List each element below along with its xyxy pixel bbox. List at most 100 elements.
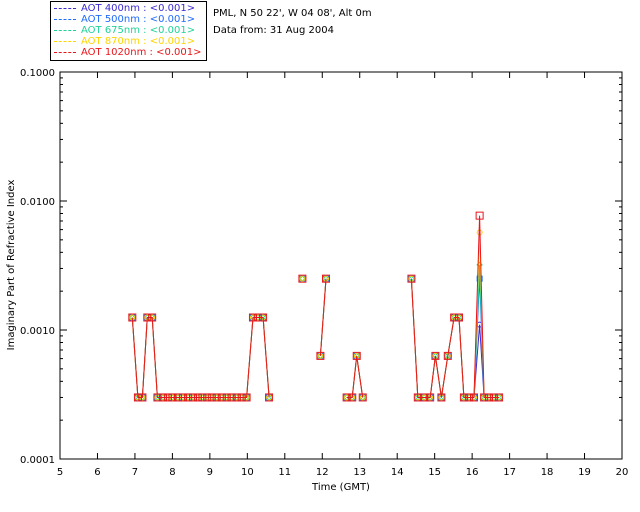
data-point (153, 393, 162, 402)
y-tick-label: 0.0010 (20, 326, 55, 337)
legend-swatch (54, 18, 76, 20)
series-line (319, 278, 327, 356)
data-point (437, 393, 446, 402)
legend-label: AOT 870nm : <0.001> (81, 36, 196, 47)
series-5 (128, 211, 504, 402)
data-point (227, 393, 236, 402)
data-point (443, 351, 452, 360)
legend-item: AOT 870nm : <0.001> (54, 36, 195, 48)
data-point (143, 313, 152, 322)
data-point (358, 393, 367, 402)
x-tick-label: 6 (94, 467, 100, 478)
data-point (431, 351, 440, 360)
x-tick-label: 7 (132, 467, 138, 478)
data-point (413, 393, 422, 402)
series-line (131, 317, 270, 398)
series-line (410, 215, 500, 398)
data-point (265, 393, 274, 402)
data-point (475, 211, 484, 220)
x-tick-label: 8 (169, 467, 175, 478)
x-tick-label: 20 (616, 467, 629, 478)
data-point (299, 275, 306, 282)
data-point (148, 313, 157, 322)
series-line (346, 355, 364, 398)
legend-item: AOT 400nm : <0.001> (54, 3, 195, 15)
x-tick-label: 19 (578, 467, 591, 478)
x-tick-label: 11 (278, 467, 291, 478)
data-point (128, 313, 137, 322)
axis-ticks: 5 6 7 8 9 10 11 12 13 14 15 16 17 18 19 20 0.0001 0.0010 0… (20, 68, 628, 478)
data-point (455, 313, 464, 322)
data-point (426, 393, 435, 402)
data-point (459, 393, 468, 402)
data-point (342, 393, 351, 402)
data-point (203, 393, 212, 402)
data-point (352, 351, 361, 360)
data-point (495, 393, 504, 402)
data-point (248, 313, 257, 322)
data-point (133, 393, 142, 402)
x-tick-label: 17 (503, 467, 516, 478)
x-tick-label: 10 (241, 467, 254, 478)
data-point (184, 393, 193, 402)
data-point (316, 351, 325, 360)
data-point (159, 393, 168, 402)
data-point (198, 393, 207, 402)
legend: AOT 400nm : <0.001> AOT 500nm : <0.001> … (50, 1, 207, 61)
series-line (410, 278, 500, 398)
x-tick-label: 14 (391, 467, 404, 478)
data-point (253, 313, 262, 322)
legend-label: AOT 400nm : <0.001> (81, 3, 196, 14)
series-layer (128, 211, 504, 402)
data-point (212, 393, 221, 402)
legend-swatch (54, 51, 76, 53)
data-point (489, 393, 498, 402)
data-point (298, 274, 307, 283)
legend-swatch (54, 40, 76, 42)
data-point (465, 393, 474, 402)
y-tick-label: 0.1000 (20, 68, 55, 79)
data-point (259, 313, 268, 322)
data-point (470, 393, 479, 402)
legend-swatch (54, 29, 76, 31)
legend-label: AOT 500nm : <0.001> (81, 14, 196, 25)
data-point (193, 393, 202, 402)
series-4 (129, 229, 503, 401)
x-tick-label: 16 (466, 467, 479, 478)
data-point (207, 393, 216, 402)
x-tick-label: 18 (541, 467, 554, 478)
data-point (217, 393, 226, 402)
x-tick-label: 12 (316, 467, 329, 478)
data-point (407, 274, 416, 283)
data-point (480, 393, 489, 402)
data-point (420, 393, 429, 402)
location-text: PML, N 50 22', W 04 08', Alt 0m (213, 8, 372, 19)
series-line (410, 278, 500, 398)
data-point (237, 393, 246, 402)
series-3 (129, 261, 503, 401)
data-point (189, 393, 198, 402)
data-point (322, 274, 331, 283)
data-point (174, 393, 183, 402)
legend-item: AOT 675nm : <0.001> (54, 25, 195, 37)
y-tick-label: 0.0100 (20, 197, 55, 208)
series-2 (129, 275, 503, 401)
data-point (450, 313, 459, 322)
y-tick-label: 0.0001 (20, 455, 55, 466)
data-point (242, 393, 251, 402)
data-point (168, 393, 177, 402)
x-tick-label: 9 (207, 467, 213, 478)
data-point (178, 393, 187, 402)
data-point (232, 393, 241, 402)
series-line (410, 264, 500, 398)
x-axis-label: Time (GMT) (311, 482, 370, 493)
x-tick-label: 13 (353, 467, 366, 478)
legend-label: AOT 1020nm : <0.001> (81, 47, 202, 58)
legend-item: AOT 1020nm : <0.001> (54, 47, 201, 59)
y-axis-label: Imaginary Part of Refractive Index (6, 180, 17, 351)
x-tick-label: 5 (57, 467, 63, 478)
data-point (484, 393, 493, 402)
data-point (348, 393, 357, 402)
plot-frame (59, 71, 623, 460)
